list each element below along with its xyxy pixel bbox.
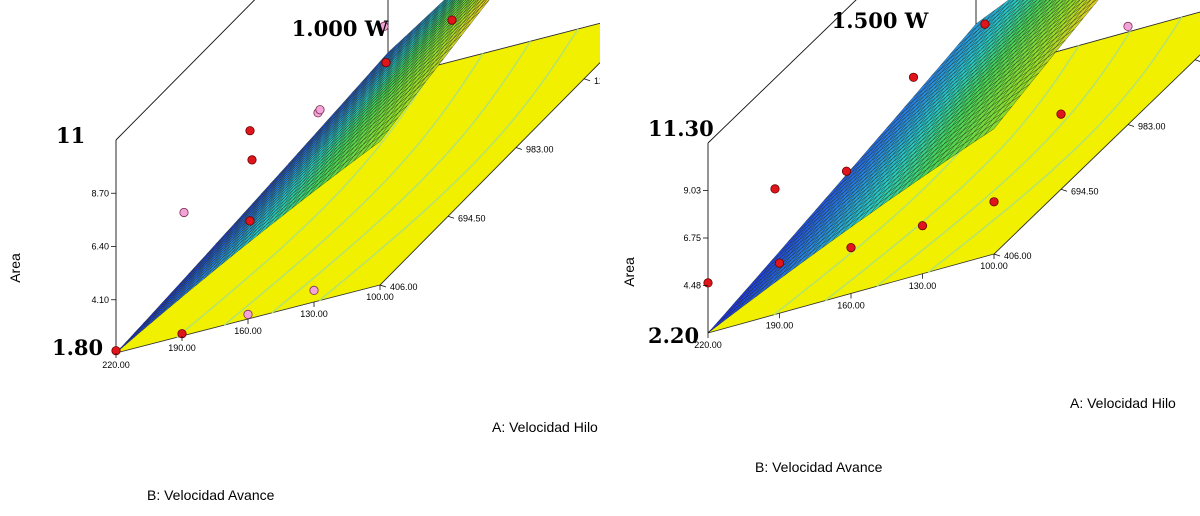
y-tick-label: 220.00 — [694, 340, 722, 350]
x-tick-label: 1271.50 — [594, 76, 600, 86]
z-tick-label: 4.48 — [683, 280, 701, 290]
x-axis-label: A: Velocidad Hilo — [1070, 395, 1176, 411]
z-max-label: 11 — [56, 123, 85, 148]
z-tick-label: 6.40 — [91, 242, 109, 252]
y-axis-label: B: Velocidad Avance — [147, 487, 275, 503]
design-point — [1123, 21, 1133, 32]
y-axis-label: B: Velocidad Avance — [755, 459, 883, 475]
design-point — [841, 166, 852, 176]
design-point — [1056, 109, 1066, 119]
design-point — [989, 197, 999, 207]
design-point — [703, 278, 713, 288]
design-point — [379, 21, 389, 32]
contour-line — [927, 16, 1183, 273]
y-tick-label: 130.00 — [909, 281, 937, 291]
contour-base-plane — [114, 22, 600, 354]
x-tick-label: 406.00 — [1004, 251, 1032, 261]
design-point — [245, 126, 255, 136]
z-tick-label: 9.03 — [683, 185, 701, 195]
frame-edge — [707, 0, 857, 144]
design-point — [247, 155, 257, 165]
design-point — [774, 258, 785, 268]
x-tick-label: 406.00 — [390, 282, 418, 292]
y-tick-label: 190.00 — [168, 343, 196, 353]
y-tick-label: 160.00 — [837, 301, 865, 311]
x-tick-label: 983.00 — [526, 145, 554, 155]
y-tick-label: 220.00 — [102, 360, 130, 370]
design-point — [381, 57, 391, 68]
design-point — [770, 184, 780, 194]
z-axis-label: Area — [621, 257, 637, 287]
chart-title: 1.000 W — [292, 16, 389, 41]
x-tick-label: 694.50 — [458, 213, 486, 223]
contour-line — [318, 28, 579, 302]
response-surface — [707, 0, 1099, 334]
chart-panel-1000w: 4.106.408.701560.001271.50983.00694.5040… — [7, 0, 600, 503]
design-point — [315, 105, 325, 115]
design-point — [179, 207, 189, 218]
response-surface — [115, 0, 490, 354]
z-min-label: 1.80 — [52, 335, 103, 360]
y-tick-label: 130.00 — [300, 309, 328, 319]
z-axis-label: Area — [7, 253, 23, 283]
design-point — [243, 309, 253, 319]
design-point — [980, 19, 990, 29]
y-tick-label: 190.00 — [766, 320, 794, 330]
contour-line — [824, 45, 1080, 302]
z-tick-label: 8.70 — [91, 188, 109, 198]
contour-line — [176, 65, 437, 339]
y-tick-label: 100.00 — [980, 261, 1008, 271]
contour-line — [271, 40, 532, 314]
design-point — [447, 15, 457, 25]
z-min-label: 2.20 — [648, 323, 699, 348]
design-point — [908, 72, 919, 82]
y-tick-label: 160.00 — [234, 326, 262, 336]
x-tick-label: 694.50 — [1071, 186, 1099, 196]
y-tick-label: 100.00 — [366, 292, 394, 302]
frame-edge — [115, 0, 256, 141]
z-tick-label: 6.75 — [683, 233, 701, 243]
design-point — [309, 285, 319, 295]
z-max-label: 11.30 — [648, 116, 714, 141]
x-axis-label: A: Velocidad Hilo — [492, 419, 598, 435]
design-point — [917, 221, 928, 231]
z-tick-label: 4.10 — [91, 295, 109, 305]
design-point — [846, 243, 856, 253]
contour-line — [223, 53, 484, 326]
design-point — [245, 216, 255, 226]
surface-chart: 4.486.759.031560.001271.50983.00694.5040… — [621, 0, 1200, 475]
surface-chart: 4.106.408.701560.001271.50983.00694.5040… — [7, 0, 600, 503]
contour-line — [876, 30, 1132, 288]
chart-panel-1500w: 4.486.759.031560.001271.50983.00694.5040… — [600, 0, 1200, 516]
x-tick-label: 983.00 — [1138, 122, 1166, 132]
chart-title: 1.500 W — [832, 8, 929, 33]
